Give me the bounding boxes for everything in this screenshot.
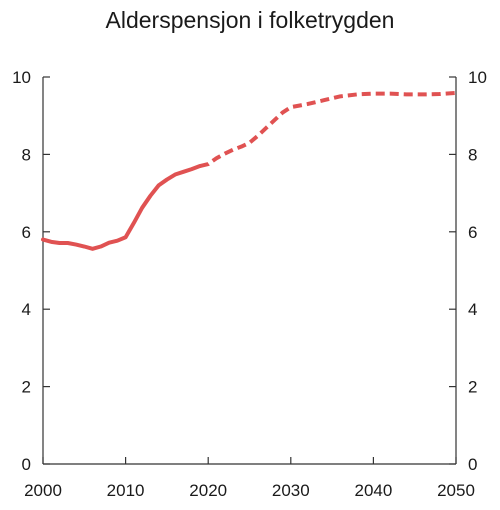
x-tick-label: 2010 [107,481,145,500]
series-lines [41,90,457,251]
x-tick-label: 2040 [354,481,392,500]
series-line-historical [41,164,202,251]
tick-labels: 0 0 2 2 4 4 6 6 8 8 10 10 2000 2010 2020 2030 2040 2050 [12,68,487,500]
x-tick-label: 2030 [272,481,310,500]
y-tick-label-left: 0 [22,455,31,474]
series-line-projection [199,90,457,168]
y-tick-label-right: 10 [468,68,487,87]
x-tick-label: 2000 [24,481,62,500]
y-tick-label-left: 8 [22,145,31,164]
axes [42,76,457,465]
y-tick-label-right: 2 [468,378,477,397]
y-tick-label-right: 4 [468,300,477,319]
y-tick-label-right: 6 [468,223,477,242]
y-tick-label-right: 8 [468,145,477,164]
x-tick-label: 2050 [437,481,475,500]
y-tick-label-right: 0 [468,455,477,474]
chart-title: Alderspensjon i folketrygden [106,7,395,33]
y-tick-label-left: 10 [12,68,31,87]
x-tick-label: 2020 [189,481,227,500]
y-tick-label-left: 4 [22,300,31,319]
y-tick-label-left: 6 [22,223,31,242]
y-tick-label-left: 2 [22,378,31,397]
